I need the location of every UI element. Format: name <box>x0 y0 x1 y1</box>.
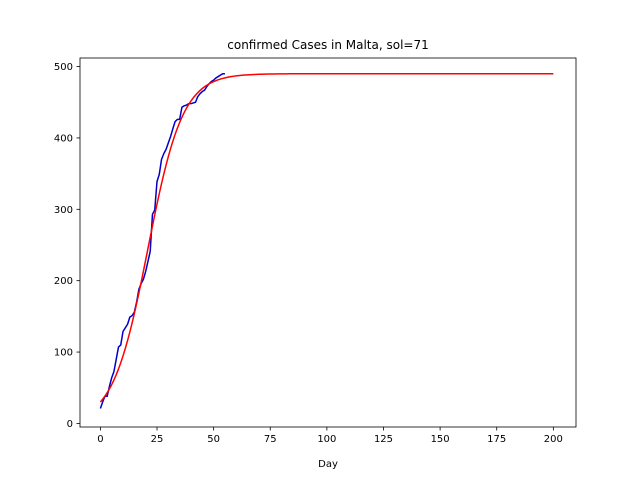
x-tick-label-200: 200 <box>544 434 563 445</box>
axes-frame <box>79 57 577 428</box>
x-tick-label-0: 0 <box>97 434 103 445</box>
x-axis-label: Day <box>318 459 338 470</box>
y-tick-label-400: 400 <box>54 133 73 144</box>
x-tick-label-50: 50 <box>207 434 220 445</box>
series-line-fit <box>99 72 554 403</box>
y-tick-label-100: 100 <box>54 348 73 359</box>
y-tick-label-300: 300 <box>54 205 73 216</box>
x-tick-label-25: 25 <box>151 434 164 445</box>
chart-title: confirmed Cases in Malta, sol=71 <box>227 38 429 52</box>
y-tick-label-500: 500 <box>54 62 73 73</box>
y-tick-label-0: 0 <box>67 419 73 430</box>
x-tick-label-175: 175 <box>487 434 506 445</box>
plot-area: 0 25 50 75 100 125 150 175 200 0 100 200 300 400 500 <box>54 57 577 445</box>
x-tick-label-125: 125 <box>374 434 393 445</box>
y-tick-label-200: 200 <box>54 276 73 287</box>
x-tick-label-75: 75 <box>264 434 277 445</box>
x-tick-label-150: 150 <box>431 434 450 445</box>
series-line-confirmed <box>99 72 225 409</box>
x-tick-label-100: 100 <box>317 434 336 445</box>
